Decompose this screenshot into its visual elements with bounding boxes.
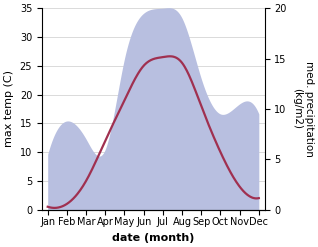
X-axis label: date (month): date (month) [112, 233, 194, 243]
Y-axis label: med. precipitation
(kg/m2): med. precipitation (kg/m2) [292, 61, 314, 157]
Y-axis label: max temp (C): max temp (C) [4, 70, 14, 147]
